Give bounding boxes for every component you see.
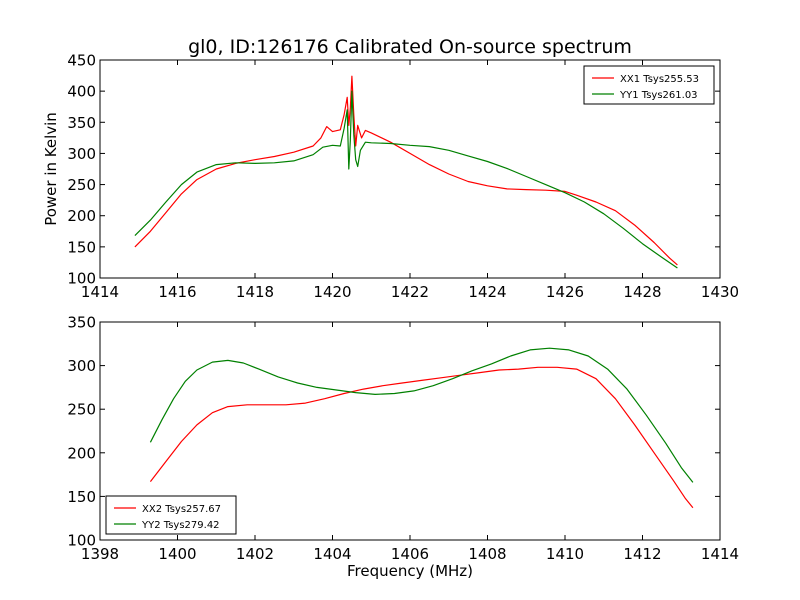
figure-title: gl0, ID:126176 Calibrated On-source spec… [188,36,632,58]
series-line-2-2 [149,347,694,483]
x-tick-label: 1412 [623,545,661,563]
y-tick-label: 150 [67,488,96,506]
legend-label: XX2 Tsys257.67 [142,504,221,515]
y-tick-label: 100 [67,532,96,550]
x-tick-label: 1410 [546,545,584,563]
x-tick-label: 1398 [81,545,119,563]
x-tick-label: 1400 [158,545,196,563]
y-tick-label: 350 [67,314,96,332]
top-spectrum-panel: 1414 1416 1418 1420 1422 1424 1426 1428 1430 100 1… [67,52,739,302]
x-tick-label: 1418 [236,283,274,301]
x-tick-label: 1422 [391,283,429,301]
y-tick-label: 150 [67,238,96,256]
y-tick-label: 100 [67,270,96,288]
legend-box [105,495,237,535]
y-axis-label: Power in Kelvin [42,112,60,226]
y-tick-label: 200 [67,207,96,225]
x-tick-label: 1402 [236,545,274,563]
legend-label: YY2 Tsys279.42 [141,520,220,531]
legend-label: YY1 Tsys261.03 [619,90,698,101]
y-tick-label: 250 [67,401,96,419]
x-tick-label: 1430 [701,283,739,301]
series-line-1-1 [134,75,678,266]
x-tick-label: 1414 [701,545,739,563]
x-tick-label: 1408 [468,545,506,563]
legend: XX1 Tsys255.53 YY1 Tsys261.03 [583,65,715,105]
y-tick-label: 200 [67,444,96,462]
y-tick-label: 250 [67,176,96,194]
y-tick-label: 300 [67,357,96,375]
y-tick-label: 400 [67,83,96,101]
x-tick-label: 1404 [313,545,351,563]
x-axis-label: Frequency (MHz) [347,562,473,580]
y-tick-label: 300 [67,145,96,163]
series-line-2-1 [149,366,694,509]
x-tick-label: 1416 [158,283,196,301]
x-tick-label: 1426 [546,283,584,301]
x-tick-label: 1406 [391,545,429,563]
legend-label: XX1 Tsys255.53 [620,74,699,85]
x-tick-label: 1414 [81,283,119,301]
x-tick-label: 1424 [468,283,506,301]
series-line-1-2 [134,90,678,269]
bottom-spectrum-panel: 1398 1400 1402 1404 1406 1408 1410 1412 1414 100 1… [67,314,739,564]
legend: XX2 Tsys257.67 YY2 Tsys279.42 [105,495,237,535]
x-tick-label: 1428 [623,283,661,301]
y-tick-label: 450 [67,52,96,70]
legend-box [583,65,715,105]
y-tick-label: 350 [67,114,96,132]
x-tick-label: 1420 [313,283,351,301]
